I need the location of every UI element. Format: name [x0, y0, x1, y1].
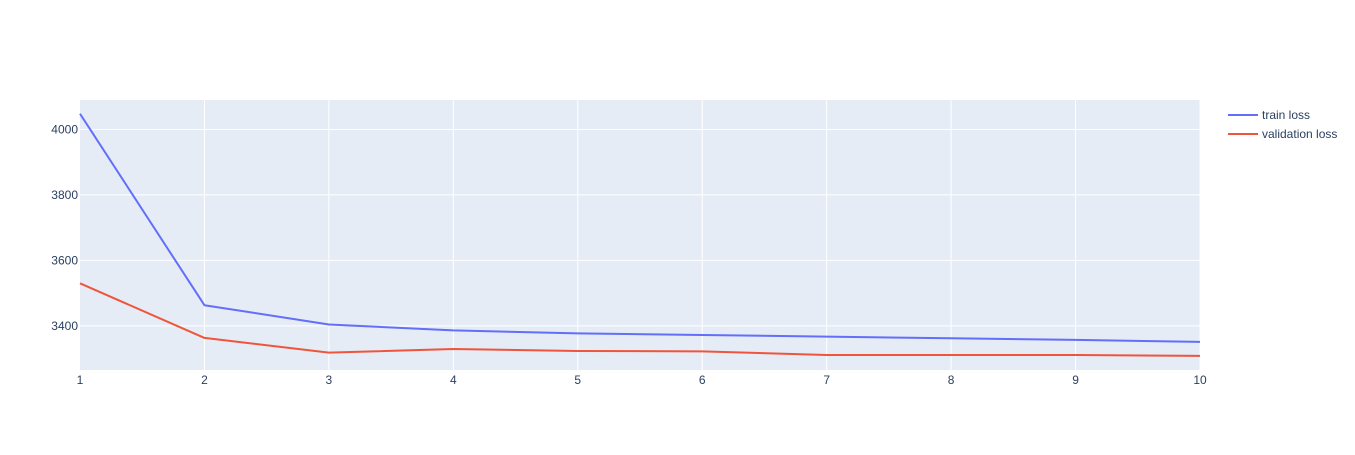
- legend-item-0[interactable]: train loss: [1228, 108, 1310, 122]
- x-tick-label: 8: [948, 373, 955, 387]
- x-tick-label: 5: [574, 373, 581, 387]
- x-tick-label: 4: [450, 373, 457, 387]
- x-tick-label: 3: [326, 373, 333, 387]
- x-tick-label: 10: [1193, 373, 1207, 387]
- plot-area: [80, 100, 1200, 370]
- x-tick-label: 1: [77, 373, 84, 387]
- series-layer: [79, 113, 1201, 357]
- x-tick-label: 9: [1072, 373, 1079, 387]
- legend[interactable]: train loss validation loss: [1228, 108, 1337, 141]
- y-tick-label: 3600: [51, 253, 78, 267]
- legend-label: train loss: [1262, 108, 1310, 122]
- legend-label: validation loss: [1262, 127, 1337, 141]
- grid-layer: [80, 100, 1201, 370]
- y-tick-label: 4000: [51, 122, 78, 136]
- x-tick-label: 6: [699, 373, 706, 387]
- axis-layer: 1 2 3 4 5 6 7 8 9 10 3400 3600 3800 4000: [51, 122, 1207, 387]
- legend-item-1[interactable]: validation loss: [1228, 127, 1337, 141]
- series-line-0: [79, 113, 1201, 343]
- y-tick-label: 3800: [51, 188, 78, 202]
- x-tick-label: 7: [823, 373, 830, 387]
- x-tick-label: 2: [201, 373, 208, 387]
- y-tick-label: 3400: [51, 319, 78, 333]
- series-line-1: [79, 282, 1201, 357]
